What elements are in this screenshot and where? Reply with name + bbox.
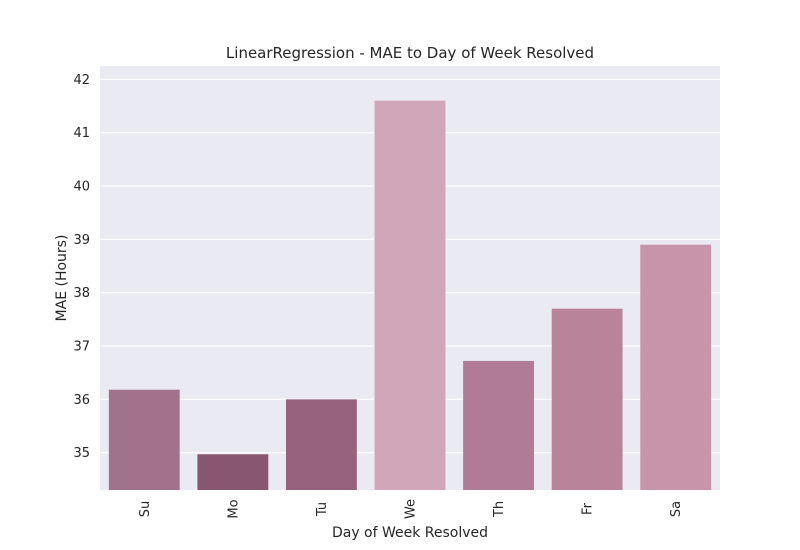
x-axis-ticks: Su Mo Tu We Th Fr Sa (138, 499, 684, 519)
x-tick-label-mo: Mo (226, 499, 241, 518)
y-tick-label: 35 (73, 446, 90, 461)
y-tick-label: 40 (73, 180, 90, 195)
y-axis-ticks: 35 36 37 38 39 40 41 42 (73, 73, 90, 461)
bar-su (108, 389, 180, 490)
y-tick-label: 38 (73, 286, 90, 301)
bars (108, 100, 712, 491)
x-axis-label: Day of Week Resolved (332, 525, 488, 541)
y-tick-label: 36 (73, 393, 90, 408)
x-tick-label-sa: Sa (669, 501, 684, 517)
bar-th (463, 360, 534, 490)
y-tick-label: 39 (73, 233, 90, 248)
x-tick-label-tu: Tu (315, 502, 330, 517)
bar-mo (197, 454, 269, 490)
y-tick-label: 37 (73, 340, 90, 355)
chart-title: LinearRegression - MAE to Day of Week Re… (226, 44, 594, 62)
y-axis-label: MAE (Hours) (54, 235, 70, 322)
bar-sa (640, 244, 712, 490)
x-tick-label-fr: Fr (581, 502, 596, 515)
bar-we (374, 100, 446, 491)
x-tick-label-th: Th (492, 501, 507, 518)
bar-fr (551, 308, 623, 490)
bar-tu (286, 399, 357, 490)
x-tick-label-we: We (404, 499, 419, 519)
x-tick-label-su: Su (138, 501, 153, 518)
y-tick-label: 41 (73, 126, 90, 141)
y-tick-label: 42 (73, 73, 90, 88)
